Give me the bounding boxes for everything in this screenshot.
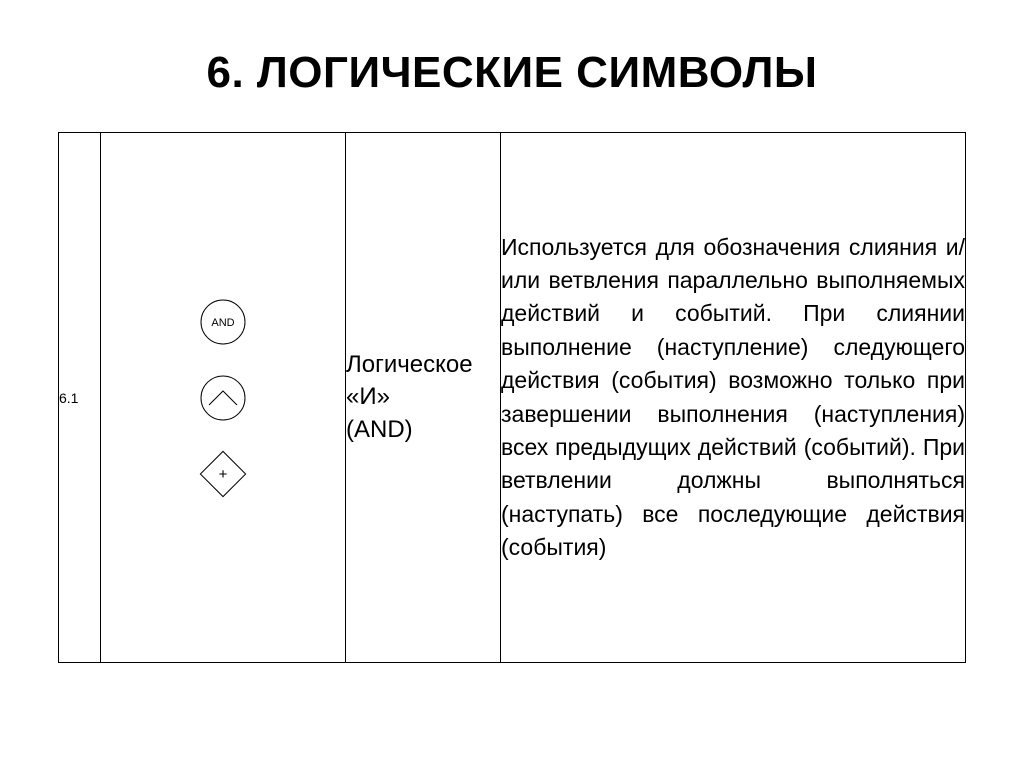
cell-number: 6.1	[59, 133, 101, 663]
and-label: AND	[211, 317, 234, 329]
symbol-stack: AND +	[101, 294, 345, 502]
table-row: 6.1 AND +	[59, 133, 966, 663]
symbols-table: 6.1 AND +	[58, 132, 966, 663]
page-title: 6. ЛОГИЧЕСКИЕ СИМВОЛЫ	[58, 48, 966, 98]
name-line-2: «И»	[346, 383, 390, 410]
and-caret-circle-icon	[195, 370, 251, 426]
page: 6. ЛОГИЧЕСКИЕ СИМВОЛЫ 6.1 AND	[0, 0, 1024, 663]
plus-label: +	[219, 466, 228, 483]
description-text: Используется для обозначения слияния и/и…	[501, 234, 965, 560]
cell-symbols: AND +	[101, 133, 346, 663]
cell-name: Логическое «И» (AND)	[346, 133, 501, 663]
name-line-3: (AND)	[346, 416, 413, 443]
and-diamond-icon: +	[195, 446, 251, 502]
and-circle-icon: AND	[195, 294, 251, 350]
cell-description: Используется для обозначения слияния и/и…	[501, 133, 966, 663]
row-number: 6.1	[59, 390, 78, 406]
name-line-1: Логическое	[346, 351, 473, 378]
